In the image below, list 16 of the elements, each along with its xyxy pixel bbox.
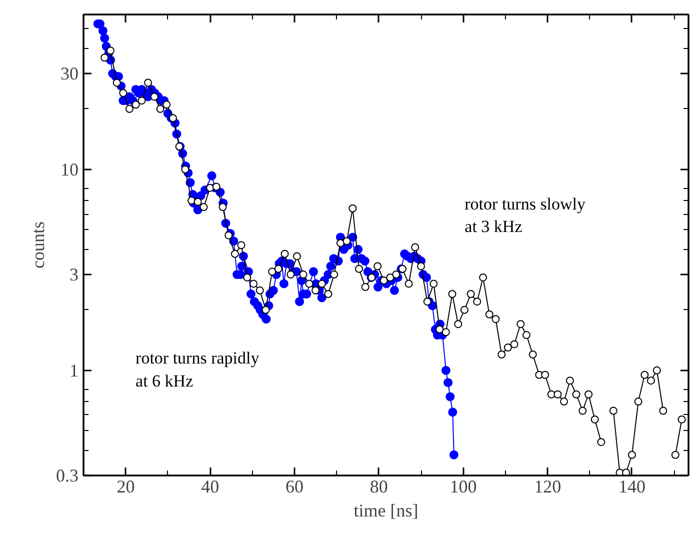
x-tick-label: 80 bbox=[370, 476, 388, 496]
x-tick-label: 120 bbox=[534, 476, 562, 496]
x-tick-label: 60 bbox=[285, 476, 304, 496]
y-tick-label: 1 bbox=[70, 360, 78, 380]
x-axis-title: time [ns] bbox=[354, 500, 418, 520]
y-tick-label: 10 bbox=[60, 159, 78, 180]
y-tick-label: 30 bbox=[60, 64, 78, 84]
y-tick-label: 3 bbox=[70, 264, 78, 285]
x-tick-label: 20 bbox=[116, 476, 135, 496]
y-axis-title: counts bbox=[28, 222, 48, 268]
annotation: rotor turns rapidly at 6 kHz bbox=[136, 348, 260, 391]
annotation: rotor turns slowly at 3 kHz bbox=[464, 194, 586, 236]
x-tick-label: 40 bbox=[201, 476, 220, 496]
x-tick-label: 100 bbox=[450, 476, 477, 496]
x-tick-label: 140 bbox=[618, 476, 646, 496]
y-tick-label: 0.3 bbox=[56, 466, 78, 486]
